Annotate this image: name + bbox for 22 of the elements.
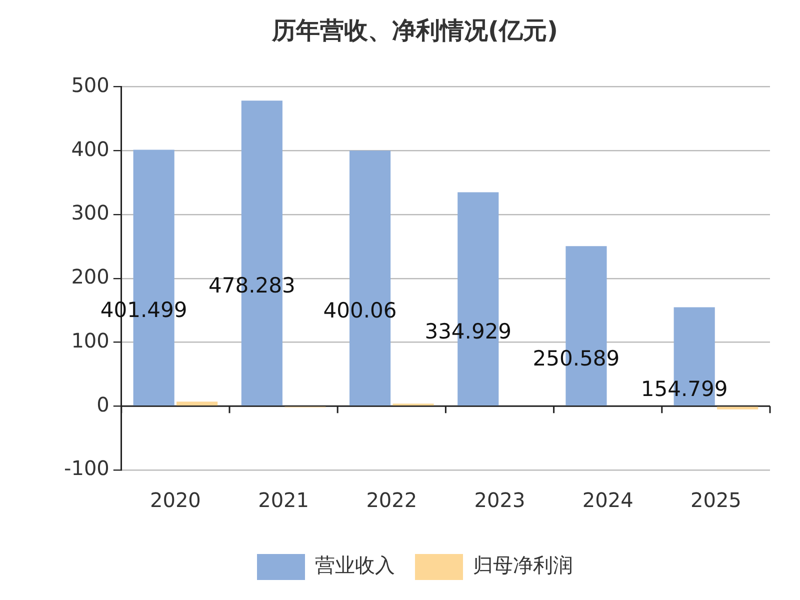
legend-label: 营业收入: [315, 553, 395, 578]
x-tick-label: 2024: [582, 488, 634, 512]
data-label: 250.589: [532, 346, 620, 370]
y-tick-label: 300: [71, 200, 110, 225]
y-tick-label: -100: [64, 456, 110, 480]
data-label: 478.283: [208, 274, 296, 298]
x-tick-label: 2022: [366, 488, 418, 512]
legend-label: 归母净利润: [473, 553, 573, 578]
data-label: 334.929: [424, 319, 512, 344]
data-label: 154.799: [640, 376, 728, 401]
y-tick-label: 400: [71, 136, 110, 161]
y-tick-label: 0: [96, 392, 110, 416]
x-tick-label: 2021: [258, 488, 309, 512]
x-tick-label: 2023: [474, 488, 526, 512]
bar: [717, 406, 758, 410]
bar: [176, 402, 218, 406]
y-tick-label: 200: [71, 264, 110, 289]
x-tick-label: 2025: [690, 488, 742, 512]
x-tick-label: 2020: [150, 488, 201, 512]
y-tick-label: 500: [71, 73, 110, 98]
chart-title: 历年营收、净利情况(亿元): [271, 16, 558, 45]
y-tick-label: 100: [71, 328, 110, 352]
